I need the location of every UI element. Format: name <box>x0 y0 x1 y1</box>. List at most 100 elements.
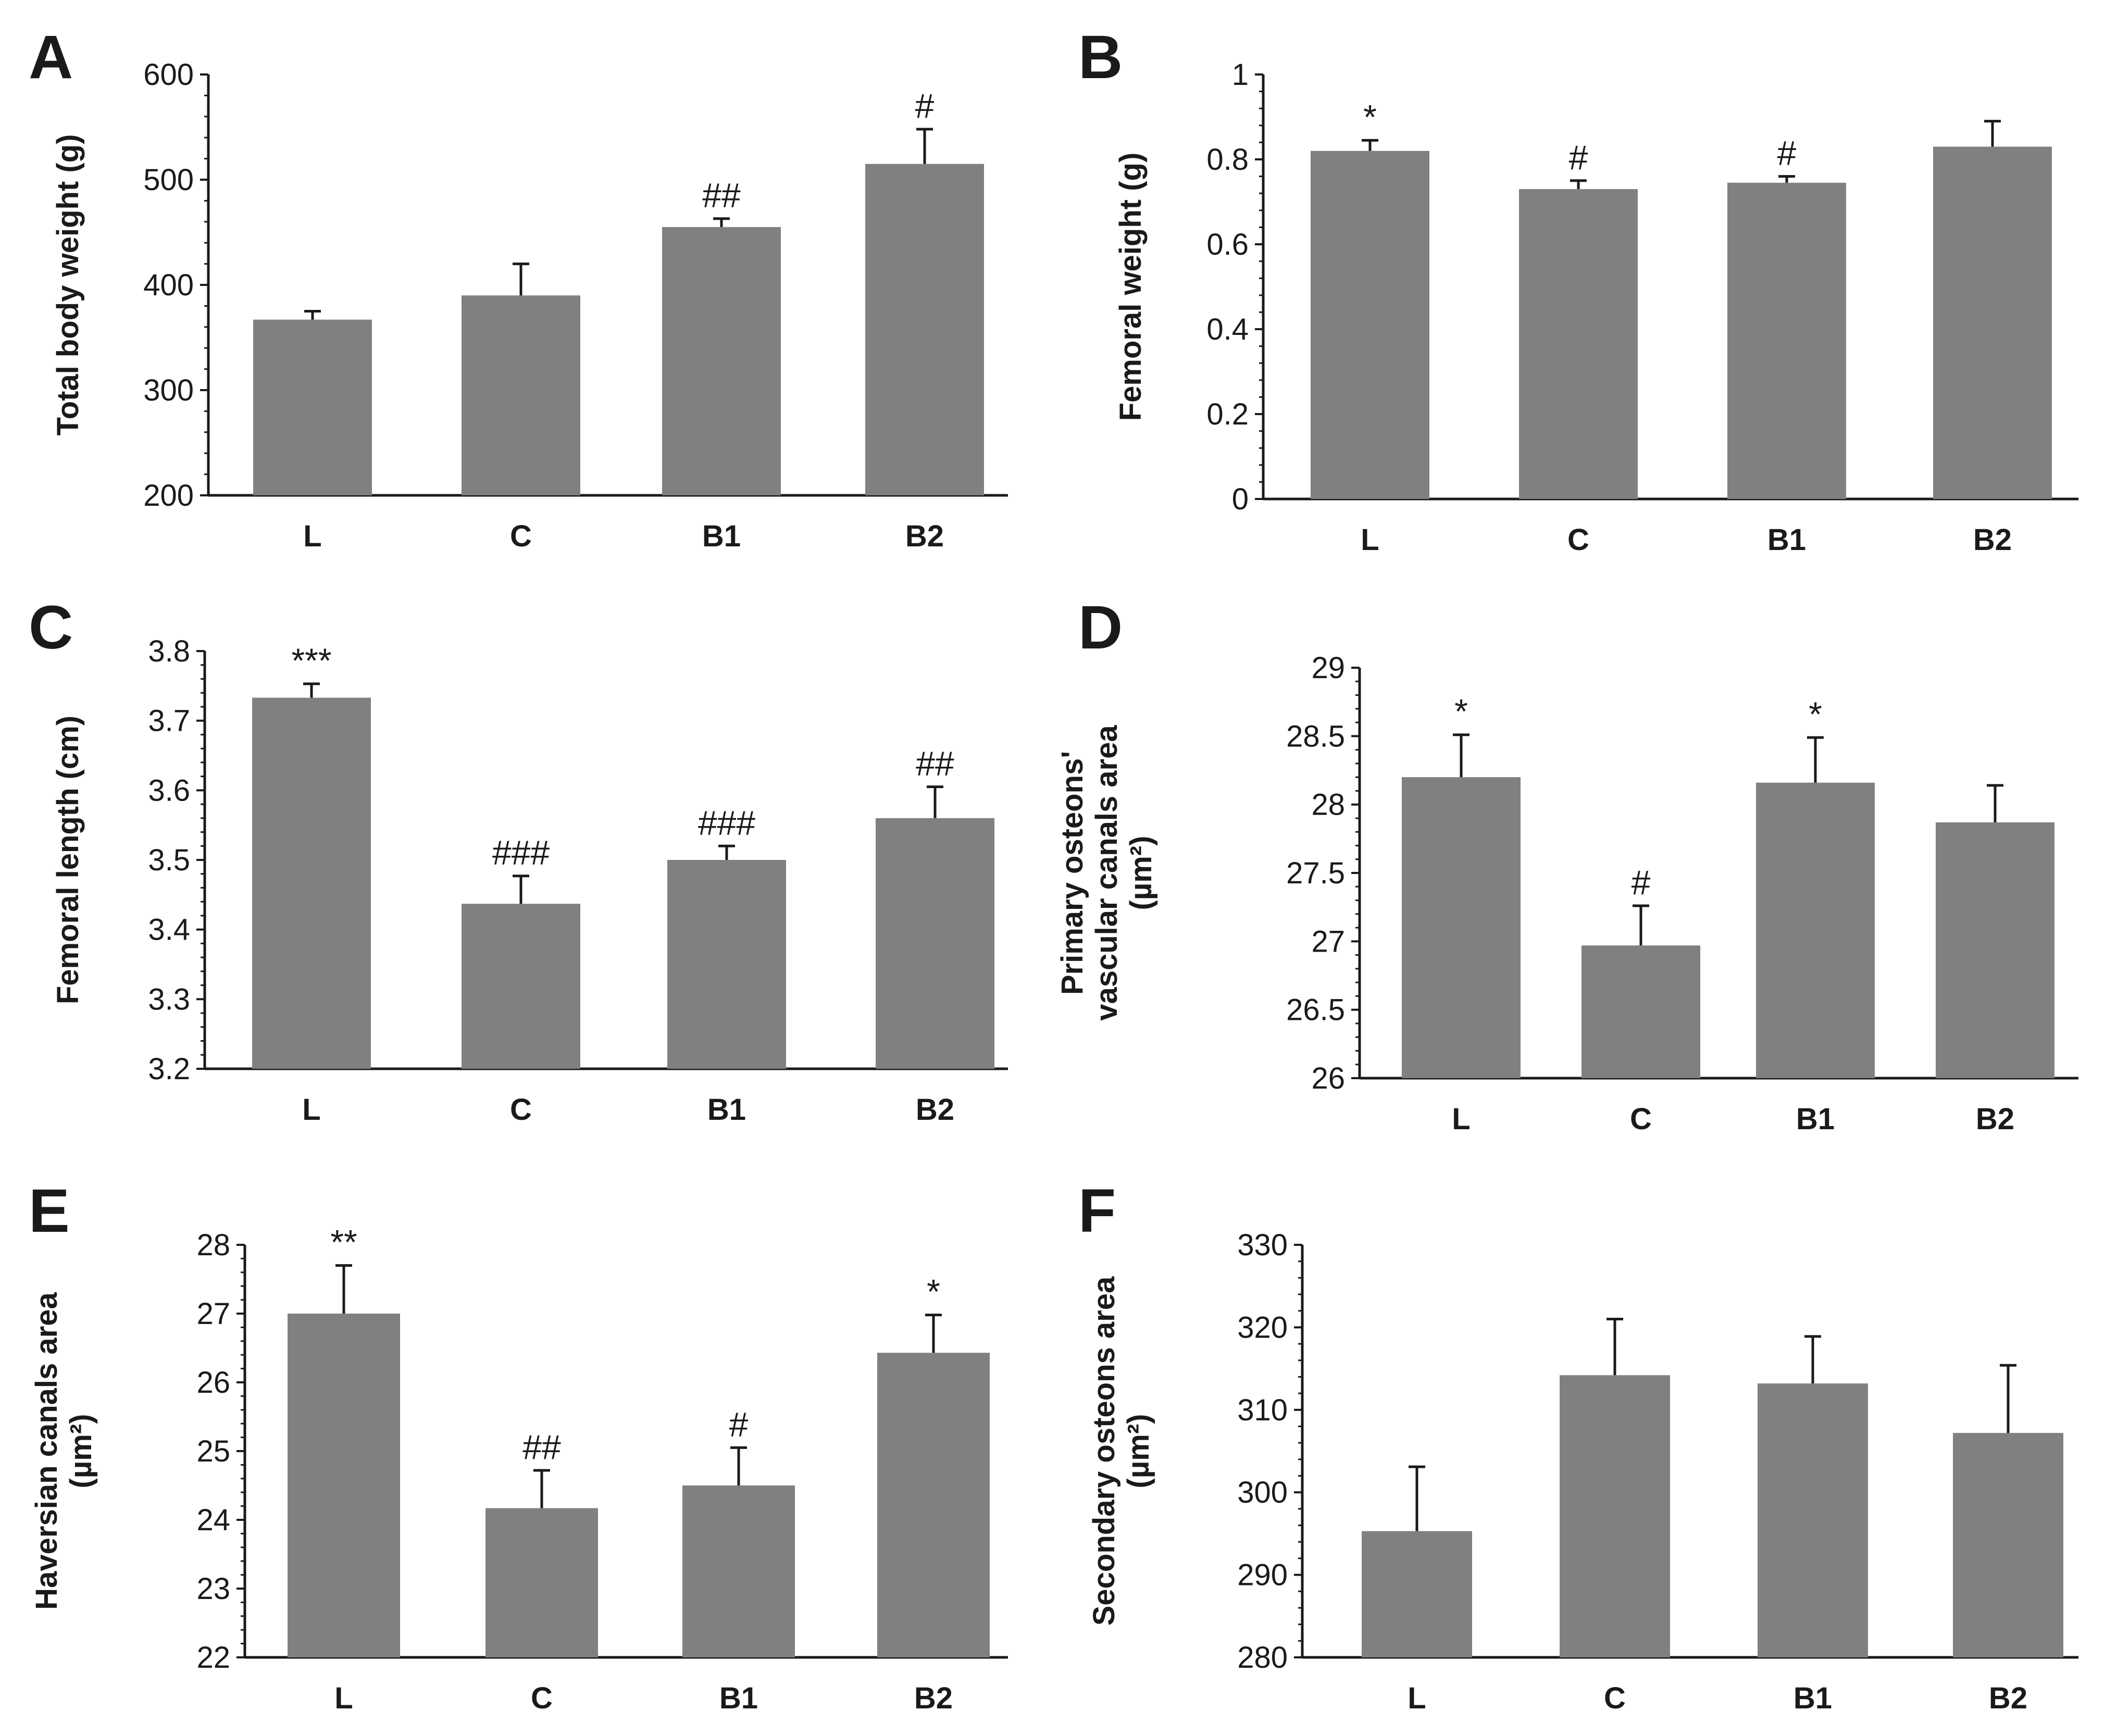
y-tick-label: 310 <box>1237 1393 1288 1427</box>
bar-l <box>253 319 372 495</box>
y-tick-label: 0.2 <box>1206 397 1249 431</box>
y-tick-label: 200 <box>143 479 194 513</box>
significance-label: ** <box>330 1223 357 1262</box>
bar-b2 <box>865 164 984 495</box>
y-tick-label: 3.4 <box>148 913 190 947</box>
x-category-label: C <box>1604 1681 1626 1715</box>
y-tick-label: 28 <box>1311 788 1345 822</box>
bar-b1 <box>1727 182 1846 499</box>
x-category-label: L <box>302 1093 320 1127</box>
x-category-label: B1 <box>1767 523 1806 557</box>
bar-b1 <box>667 860 786 1069</box>
y-tick-label: 0 <box>1232 482 1249 516</box>
significance-label: ## <box>916 744 954 783</box>
significance-label: # <box>1777 134 1797 172</box>
significance-label: * <box>927 1272 940 1311</box>
y-tick-label: 28.5 <box>1286 719 1345 753</box>
panel-letter: E <box>29 1177 70 1245</box>
x-category-label: B2 <box>1973 523 2012 557</box>
bar-c <box>462 295 580 495</box>
y-axis-label: Secondary osteons area <box>1087 1276 1121 1626</box>
y-axis-label: Total body weight (g) <box>51 134 85 436</box>
panel-letter: D <box>1078 593 1123 662</box>
significance-label: # <box>1569 138 1588 177</box>
significance-label: * <box>1809 695 1822 733</box>
bar-c <box>1519 189 1638 499</box>
panel-letter: F <box>1078 1177 1116 1245</box>
significance-label: ## <box>522 1428 561 1466</box>
y-tick-label: 25 <box>196 1434 230 1468</box>
y-tick-label: 29 <box>1311 651 1345 685</box>
y-tick-label: 400 <box>143 268 194 302</box>
y-axis-label: (µm²) <box>1124 836 1158 910</box>
x-category-label: B2 <box>1976 1102 2014 1136</box>
x-category-label: L <box>334 1681 353 1715</box>
y-tick-label: 3.2 <box>148 1052 190 1086</box>
bar-b1 <box>1758 1383 1868 1657</box>
y-axis-label: Femoral length (cm) <box>51 716 85 1004</box>
bar-b2 <box>876 818 994 1069</box>
y-tick-label: 22 <box>196 1641 230 1675</box>
bar-b1 <box>682 1485 795 1657</box>
y-tick-label: 0.6 <box>1206 228 1249 261</box>
y-tick-label: 330 <box>1237 1228 1288 1262</box>
bar-b2 <box>1936 822 2054 1078</box>
x-category-label: L <box>1452 1102 1470 1136</box>
y-tick-label: 1 <box>1232 58 1249 92</box>
significance-label: ### <box>698 803 755 842</box>
bar-b2 <box>1953 1433 2063 1657</box>
y-tick-label: 300 <box>1237 1476 1288 1509</box>
y-axis-label: vascular canals area <box>1090 725 1124 1020</box>
x-category-label: B1 <box>1796 1102 1835 1136</box>
y-tick-label: 28 <box>196 1228 230 1262</box>
y-tick-label: 24 <box>196 1503 230 1537</box>
bar-l <box>1402 777 1521 1078</box>
bar-c <box>1581 945 1700 1078</box>
x-category-label: B1 <box>1794 1681 1832 1715</box>
y-axis-label: Primary osteons' <box>1055 751 1089 995</box>
bar-c <box>1560 1375 1670 1657</box>
y-tick-label: 23 <box>196 1572 230 1606</box>
y-tick-label: 280 <box>1237 1641 1288 1675</box>
x-category-label: B2 <box>914 1681 953 1715</box>
y-tick-label: 26.5 <box>1286 993 1345 1027</box>
y-tick-label: 3.5 <box>148 843 190 877</box>
x-category-label: C <box>510 519 532 553</box>
y-tick-label: 320 <box>1237 1310 1288 1344</box>
bar-l <box>252 697 371 1069</box>
bar-l <box>1362 1531 1472 1657</box>
panel-letter: B <box>1078 23 1123 92</box>
y-axis-label: Haversian canals area <box>30 1292 64 1610</box>
y-tick-label: 290 <box>1237 1558 1288 1592</box>
y-tick-label: 0.4 <box>1206 313 1249 346</box>
bar-b2 <box>877 1353 990 1657</box>
panel-letter: A <box>29 23 73 92</box>
y-tick-label: 3.8 <box>148 634 190 668</box>
y-tick-label: 3.6 <box>148 773 190 807</box>
y-tick-label: 300 <box>143 373 194 407</box>
panel-letter: C <box>29 593 73 662</box>
y-axis-label: (µm²) <box>1122 1414 1155 1489</box>
y-tick-label: 27.5 <box>1286 856 1345 890</box>
y-tick-label: 3.3 <box>148 982 190 1016</box>
significance-label: *** <box>291 641 331 680</box>
x-category-label: L <box>303 519 321 553</box>
y-tick-label: 26 <box>1311 1061 1345 1095</box>
y-axis-label: (µm²) <box>64 1414 98 1489</box>
x-category-label: B2 <box>905 519 944 553</box>
y-tick-label: 600 <box>143 58 194 92</box>
y-tick-label: 500 <box>143 163 194 197</box>
significance-label: * <box>1363 97 1377 136</box>
x-category-label: B1 <box>702 519 741 553</box>
y-tick-label: 27 <box>1311 925 1345 958</box>
significance-label: ## <box>702 176 741 215</box>
x-category-label: L <box>1361 523 1379 557</box>
x-category-label: B2 <box>1989 1681 2027 1715</box>
x-category-label: C <box>1630 1102 1652 1136</box>
significance-label: # <box>1632 863 1651 902</box>
bar-b2 <box>1933 146 2052 499</box>
significance-label: ### <box>492 833 550 872</box>
y-tick-label: 3.7 <box>148 704 190 738</box>
x-category-label: B1 <box>707 1093 746 1127</box>
